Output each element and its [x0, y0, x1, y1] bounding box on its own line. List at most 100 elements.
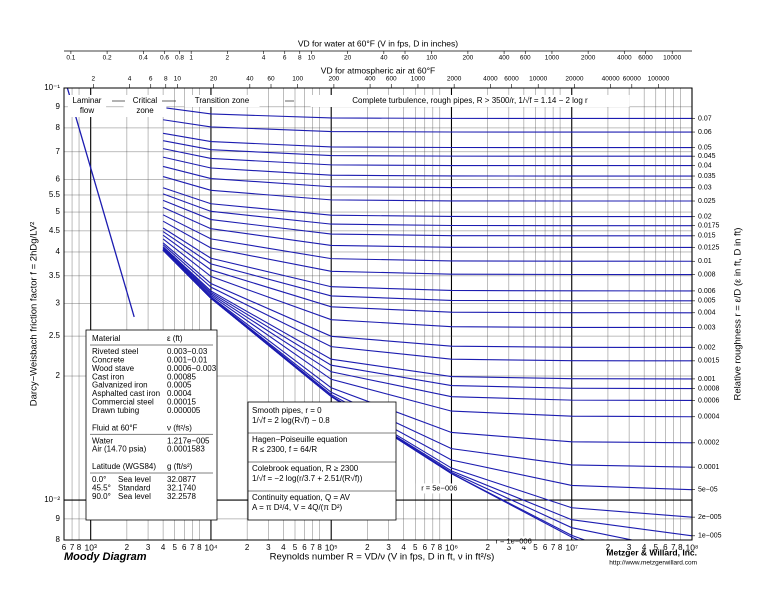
- x-tick-label: 8: [438, 543, 443, 552]
- roughness-curve: [162, 238, 692, 329]
- x-tick-label: 4: [161, 543, 166, 552]
- x-tick-label: 3: [507, 543, 512, 552]
- x-tick-label: 8: [77, 543, 82, 552]
- roughness-curve: [162, 165, 692, 189]
- roughness-curve: [162, 220, 692, 276]
- zone-box: [310, 95, 630, 107]
- x-tick-label: 8: [558, 543, 563, 552]
- roughness-curve: [162, 244, 692, 362]
- roughness-curve: [162, 248, 692, 418]
- roughness-label: 0.04: [698, 162, 712, 169]
- roughness-label: 0.0008: [698, 385, 720, 392]
- credit-url: http://www.metzgerwillard.com: [609, 560, 697, 567]
- x-tick-label: 10⁸: [685, 542, 698, 552]
- top-tick-label: 4: [128, 76, 132, 83]
- equation-text: 1/√f = 2 log(R√f) − 0.8: [252, 416, 330, 425]
- roughness-label: 0.002: [698, 344, 716, 351]
- y-tick-label: 5.5: [49, 190, 61, 199]
- table-cell: 1.217e−005: [167, 436, 210, 445]
- roughness-curve: [162, 246, 692, 380]
- top-tick-label: 6000: [504, 76, 519, 83]
- table-cell: 0.00085: [167, 372, 196, 381]
- x-tick-label: 5: [654, 543, 659, 552]
- roughness-curve: [162, 231, 692, 302]
- credit: Metzger & Willard, Inc.: [606, 547, 697, 557]
- roughness-curve: [162, 187, 692, 218]
- roughness-label: 0.003: [698, 324, 716, 331]
- top-tick-label: 40: [246, 76, 254, 83]
- equation-text: 1/√f = −2 log(r/3.7 + 2.51/(R√f)): [252, 474, 363, 483]
- roughness-label: 0.0015: [698, 358, 720, 365]
- top-tick-label: 400: [499, 55, 510, 62]
- roughness-label: 0.015: [698, 233, 716, 240]
- y-tick-label: 5: [56, 207, 61, 216]
- label-box: [415, 483, 459, 494]
- y-tick-label: 4.5: [49, 226, 61, 235]
- zone-label: Complete turbulence, rough pipes, R > 35…: [352, 96, 588, 105]
- top-tick-label: 100000: [648, 76, 670, 83]
- x-tick-label: 7: [671, 543, 676, 552]
- roughness-label: 0.0001: [698, 464, 720, 471]
- roughness-label: 0.004: [698, 310, 716, 317]
- x-tick-label: 8: [197, 543, 202, 552]
- table-cell: Standard: [118, 484, 150, 493]
- y-tick-label: 10⁻¹: [44, 83, 60, 92]
- equation-text: Continuity equation, Q = AV: [252, 493, 351, 502]
- x-tick-label: 3: [266, 543, 271, 552]
- table-box: [85, 329, 218, 521]
- table-cell: Concrete: [92, 356, 125, 365]
- x-tick-label: 3: [146, 543, 151, 552]
- table-cell: Wood stave: [92, 364, 135, 373]
- roughness-label: 0.06: [698, 129, 712, 136]
- x-tick-label: 10⁶: [445, 542, 458, 552]
- x-tick-label: 10⁴: [204, 542, 217, 552]
- table-header: Latitude (WGS84): [92, 462, 156, 471]
- table-header: Material: [92, 334, 121, 343]
- x-tick-label: 7: [70, 543, 75, 552]
- curve-label: r = 1e−006: [495, 536, 531, 545]
- zone-label: zone: [136, 106, 154, 115]
- top-tick-label: 10000: [663, 55, 681, 62]
- top-tick-label: 10: [308, 55, 316, 62]
- table-cell: 0.003−0.03: [167, 347, 208, 356]
- equation-box: [247, 401, 397, 521]
- top-tick-label: 400: [365, 76, 376, 83]
- top-axis-title: VD for atmospheric air at 60°F: [321, 65, 435, 75]
- x-tick-label: 7: [551, 543, 556, 552]
- roughness-label: 0.035: [698, 173, 716, 180]
- x-tick-label: 6: [302, 543, 307, 552]
- y-tick-label: 4: [56, 247, 61, 256]
- table-cell: Commercial steel: [92, 398, 154, 407]
- roughness-label: 0.0006: [698, 397, 720, 404]
- table-cell: Sea level: [118, 475, 151, 484]
- top-tick-label: 20000: [565, 76, 583, 83]
- x-tick-label: 8: [678, 543, 683, 552]
- table-cell: 45.5°: [92, 484, 111, 493]
- roughness-label: 0.045: [698, 153, 716, 160]
- roughness-label: 0.0175: [698, 222, 720, 229]
- roughness-curve: [162, 246, 692, 390]
- x-tick-label: 6: [182, 543, 187, 552]
- table-cell: Air (14.70 psia): [92, 445, 147, 454]
- table-cell: 0.000005: [167, 406, 201, 415]
- roughness-label: 0.0125: [698, 244, 720, 251]
- y-tick-label: 2.5: [49, 331, 61, 340]
- table-cell: 32.0877: [167, 475, 196, 484]
- top-tick-label: 2000: [581, 55, 596, 62]
- table-header: g (ft/s²): [167, 462, 193, 471]
- foreground: 6 7 8 10³ 2 3 4 5 6 7 8 10⁴ 2 3 4 5 6 7 8 10⁵ 2 3 4 5 6 7 8 10⁶ 2 3 4 5…: [44, 38, 721, 552]
- chart-title: Moody Diagram: [64, 551, 147, 563]
- top-tick-label: 8: [164, 76, 168, 83]
- table-cell: 90.0°: [92, 492, 111, 501]
- table-cell: Asphalted cast iron: [92, 389, 160, 398]
- x-tick-label: 5: [533, 543, 538, 552]
- roughness-curve: [162, 193, 692, 227]
- plot-frame: [63, 87, 693, 541]
- top-tick-label: 100: [292, 76, 303, 83]
- top-axis-title: VD for water at 60°F (V in fps, D in inc…: [298, 38, 458, 48]
- x-tick-label: 5: [173, 543, 178, 552]
- x-tick-label: 3: [386, 543, 391, 552]
- zone-box: [123, 95, 167, 117]
- y-tick-label: 3: [56, 299, 61, 308]
